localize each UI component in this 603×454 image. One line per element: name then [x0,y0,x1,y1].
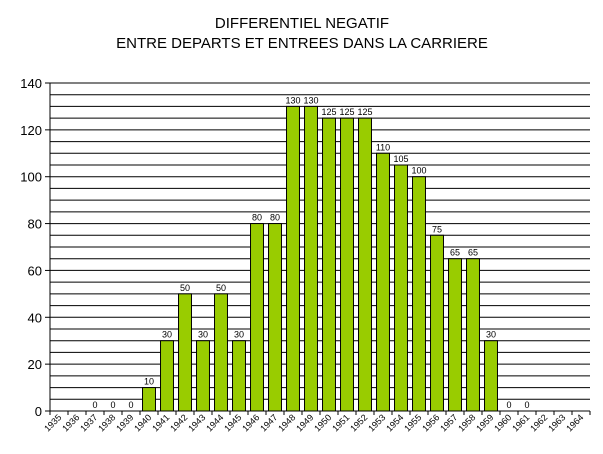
y-tick-label: 0 [35,404,42,419]
y-tick-label: 60 [28,263,42,278]
data-label: 130 [285,95,300,105]
data-label: 50 [216,283,226,293]
bar [160,340,174,412]
y-tick-label: 120 [20,123,42,138]
bar [466,258,480,412]
data-label: 125 [357,107,372,117]
data-label: 125 [339,107,354,117]
data-label: 105 [393,154,408,164]
bar [394,164,408,412]
y-tick-label: 80 [28,217,42,232]
bar [286,105,300,412]
bar [196,340,210,412]
data-label: 65 [450,248,460,258]
data-label: 130 [303,95,318,105]
y-tick-label: 100 [20,170,42,185]
data-label: 30 [234,330,244,340]
bar [340,117,354,412]
data-label: 125 [321,107,336,117]
data-label: 75 [432,224,442,234]
bar [448,258,462,412]
bar [232,340,246,412]
data-label: 50 [180,283,190,293]
bar [304,105,318,412]
bar [376,152,390,412]
bar [142,387,156,412]
bar [250,223,264,412]
data-label: 65 [468,248,478,258]
plot-area: 0204060801001201401935193619370193801939… [20,76,591,434]
bar [268,223,282,412]
bar [484,340,498,412]
bar [412,176,426,412]
bar [214,293,228,412]
bar [178,293,192,412]
data-label: 110 [376,142,390,152]
y-tick-label: 140 [20,76,42,91]
data-label: 30 [198,330,208,340]
y-tick-label: 40 [28,310,42,325]
data-label: 0 [506,400,511,410]
data-label: 0 [110,400,115,410]
bar [430,234,444,412]
data-label: 30 [162,330,172,340]
bar [358,117,372,412]
bar [322,117,336,412]
data-label: 80 [270,213,280,223]
data-label: 0 [524,400,529,410]
data-label: 0 [128,400,133,410]
chart-title-line-1: DIFFERENTIEL NEGATIF [215,15,389,32]
chart-title-line-2: ENTRE DEPARTS ET ENTREES DANS LA CARRIER… [116,35,488,52]
data-label: 100 [411,166,426,176]
y-tick-label: 20 [28,357,42,372]
data-label: 30 [486,330,496,340]
data-label: 10 [144,377,154,387]
data-label: 80 [252,213,262,223]
data-label: 0 [92,400,97,410]
